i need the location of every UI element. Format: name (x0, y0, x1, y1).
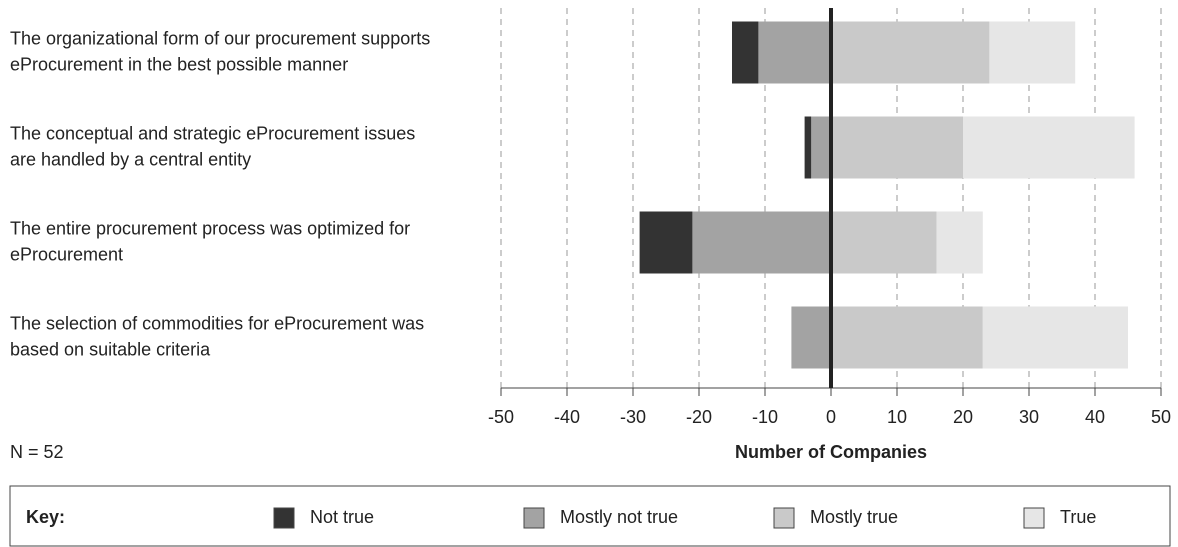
bar-segment (732, 21, 759, 84)
bar-segment (831, 21, 990, 84)
category-label: eProcurement in the best possible manner (10, 54, 348, 74)
bar-segment (831, 116, 963, 179)
bar-segment (758, 21, 831, 84)
bar-segment (692, 211, 831, 274)
legend-swatch (1023, 507, 1045, 529)
bar-segment (989, 21, 1076, 84)
x-tick-label: 40 (1085, 407, 1105, 427)
legend-box (9, 485, 1171, 547)
legend-title: Key: (26, 507, 65, 527)
category-label: The conceptual and strategic eProcuremen… (10, 123, 415, 143)
x-tick-label: 10 (887, 407, 907, 427)
legend-label: True (1060, 507, 1096, 527)
legend-swatch (773, 507, 795, 529)
x-tick-label: -40 (554, 407, 580, 427)
x-tick-label: 30 (1019, 407, 1039, 427)
bar-segment (831, 211, 937, 274)
x-tick-label: -50 (488, 407, 514, 427)
category-label: are handled by a central entity (10, 149, 251, 169)
bar-segment (831, 306, 983, 369)
category-label: eProcurement (10, 244, 123, 264)
x-tick-label: -20 (686, 407, 712, 427)
legend-label: Not true (310, 507, 374, 527)
bar-segment (982, 306, 1128, 369)
bar-segment (791, 306, 831, 369)
category-label: The selection of commodities for eProcur… (10, 313, 424, 333)
category-label: based on suitable criteria (10, 339, 211, 359)
category-label: The organizational form of our procureme… (10, 28, 430, 48)
legend-label: Mostly not true (560, 507, 678, 527)
annotation: N = 52 (10, 442, 64, 462)
x-tick-label: -30 (620, 407, 646, 427)
category-label: The entire procurement process was optim… (10, 218, 410, 238)
bar-segment (804, 116, 812, 179)
bar-segment (963, 116, 1135, 179)
bar-segment (936, 211, 983, 274)
legend-swatch (523, 507, 545, 529)
x-axis-title: Number of Companies (735, 442, 927, 462)
x-tick-label: 20 (953, 407, 973, 427)
bar-segment (811, 116, 831, 179)
x-tick-label: 50 (1151, 407, 1171, 427)
bar-segment (639, 211, 693, 274)
x-tick-label: -10 (752, 407, 778, 427)
legend-label: Mostly true (810, 507, 898, 527)
legend-swatch (273, 507, 295, 529)
x-tick-label: 0 (826, 407, 836, 427)
